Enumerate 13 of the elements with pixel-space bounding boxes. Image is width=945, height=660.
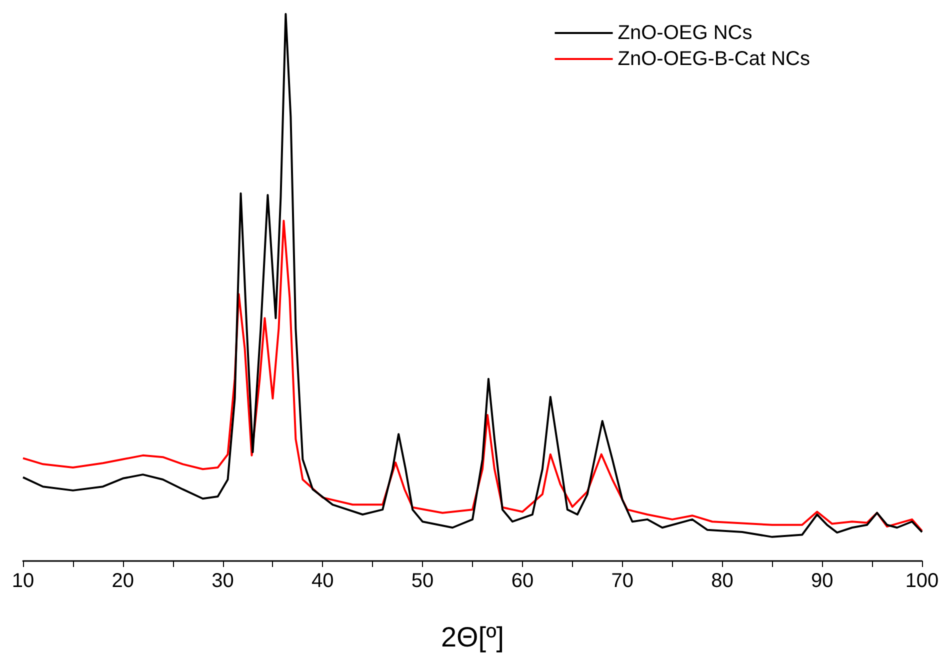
x-tick-label: 10 (12, 570, 34, 592)
x-tick-label: 40 (312, 570, 334, 592)
x-tick-label: 90 (810, 570, 834, 592)
x-tick-label: 30 (212, 570, 234, 592)
x-tick-label: 20 (112, 570, 134, 592)
legend-label: ZnO-OEG NCs (618, 22, 752, 44)
x-tick-label: 100 (905, 570, 939, 592)
legend-label: ZnO-OEG-B-Cat NCs (618, 48, 810, 70)
x-tick-label: 60 (511, 570, 534, 592)
x-tick-label: 80 (711, 570, 734, 592)
x-tick-label: 50 (411, 570, 434, 592)
x-axis-title: 2Θ[º] (440, 622, 504, 652)
x-tick-label: 70 (611, 570, 634, 592)
